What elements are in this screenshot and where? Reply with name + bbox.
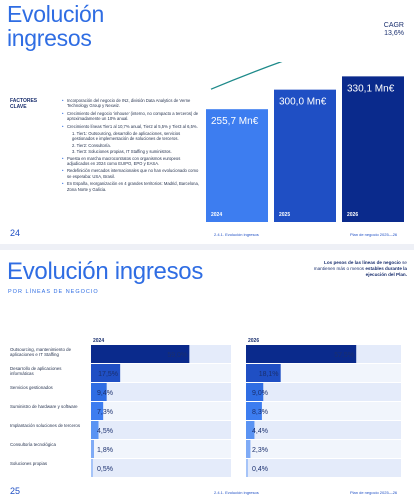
cagr-arrow	[210, 62, 283, 90]
revenue-bar	[342, 76, 404, 222]
category-label: Desarrollo de aplicaciones informáticas	[10, 366, 62, 377]
footer-section: 2.4.1. Evolución ingresos	[214, 232, 259, 237]
share-value-label: 59,0%	[167, 352, 187, 359]
slide-evolucion-ingresos: Evolución ingresos FACTORES CLAVE Incorp…	[0, 0, 414, 244]
slide-evolucion-lineas: Evolución ingresos POR LÍNEAS DE NEGOCIO…	[0, 250, 414, 500]
share-bar	[246, 459, 248, 477]
row-band	[246, 402, 401, 420]
row-band	[91, 383, 231, 401]
year-label: 2024	[211, 212, 222, 218]
category-label: Consultoría tecnológica	[10, 442, 56, 447]
share-bar	[91, 345, 190, 363]
share-value-label: 4,4%	[252, 428, 268, 435]
row-band	[91, 402, 231, 420]
revenue-bar	[274, 89, 336, 222]
category-label: Soluciones propias	[10, 461, 48, 466]
slide-subtitle: POR LÍNEAS DE NEGOCIO	[8, 289, 99, 295]
category-label: Servicios gestionados	[10, 385, 53, 390]
share-value-label: 1,8%	[97, 447, 113, 454]
title-line-1: Evolución	[7, 1, 105, 27]
footer-plan: Plan de negocio 2025—26	[350, 490, 398, 495]
title-line-2: ingresos	[7, 25, 92, 51]
share-bar	[246, 440, 251, 458]
share-value-label: 57,5%	[334, 352, 354, 359]
factors-label-line-1: FACTORES	[10, 98, 38, 104]
bullet-item: En España, reorganización en 4 grandes t…	[62, 181, 200, 192]
share-value-label: 0,5%	[97, 466, 113, 473]
bullet-item: Crecimiento del negocio ‘inhouse’ (inter…	[62, 111, 200, 122]
share-value-label: 9,0%	[252, 390, 268, 397]
revenue-bar	[206, 109, 268, 222]
factors-label-line-2: CLAVE	[10, 104, 27, 110]
bullet-item: Crecimiento líneas Tier1 al 10,7% anual,…	[62, 124, 200, 130]
footer-plan: Plan de negocio 2025—26	[350, 232, 398, 237]
share-bar	[246, 364, 281, 382]
share-bar	[91, 383, 107, 401]
revenue-bar-chart: 255,7 Mn€ 2024 300,0 Mn€ 2025 330,1 Mn€ 2026	[206, 62, 404, 222]
tier-item: 1. Tier1: Outsourcing, desarrollo de apl…	[72, 131, 181, 142]
slide-title: Evolución ingresos	[7, 2, 104, 50]
slide-note: Los pesos de las líneas de negocio se ma…	[305, 260, 407, 279]
row-band	[246, 459, 401, 477]
share-bar	[91, 440, 94, 458]
bullet-item: Puesta en marcha macrocontratos con orga…	[62, 156, 200, 167]
bullet-item: Incorporación del negocio de IN2, divisi…	[62, 98, 200, 109]
row-band	[246, 383, 401, 401]
share-bar	[91, 402, 104, 420]
year-label: 2025	[279, 212, 290, 218]
row-band	[91, 459, 231, 477]
share-bar	[91, 364, 121, 382]
revenue-value-label: 300,0 Mn€	[279, 97, 327, 108]
share-bar	[246, 421, 255, 439]
share-bar	[246, 402, 262, 420]
page-number: 25	[10, 486, 21, 496]
cagr-value: 13,6%	[384, 30, 404, 37]
note-bold-1: Los pesos de las líneas de negocio	[324, 260, 401, 265]
cagr-label: CAGR	[383, 22, 404, 29]
share-bar	[246, 383, 264, 401]
share-value-label: 7,3%	[97, 409, 113, 416]
row-band	[246, 364, 401, 382]
share-bar	[246, 345, 357, 363]
cagr-annotation: CAGR 13,6%	[384, 22, 404, 38]
key-factors-list: Incorporación del negocio de IN2, divisi…	[62, 98, 200, 194]
row-band	[246, 440, 401, 458]
footer-section: 2.4.1. Evolución ingresos	[214, 490, 259, 495]
slide-title: Evolución ingresos	[7, 258, 204, 285]
page-number: 24	[10, 228, 21, 238]
share-value-label: 17,5%	[98, 371, 118, 378]
note-text: se mantienen más o menos	[313, 260, 407, 272]
share-value-label: 2,3%	[252, 447, 268, 454]
share-value-label: 18,1%	[259, 371, 279, 378]
share-value-label: 8,3%	[252, 409, 268, 416]
bullet-item: Redefinición mercados internacionales qu…	[62, 168, 200, 179]
share-bar	[91, 459, 93, 477]
row-band	[91, 440, 231, 458]
revenue-value-label: 255,7 Mn€	[211, 116, 259, 127]
row-band	[91, 364, 231, 382]
tier-item: 2. Tier2: Consultoría.	[72, 142, 111, 148]
row-band	[246, 421, 401, 439]
series-year-label: 2024	[93, 338, 104, 344]
business-lines-chart: 2024 59,0% 17,5% 9,4% 7,3% 4,5% 1,8% 0,5% 2026 57…	[91, 338, 401, 477]
note-bold-2: estables durante la ejecución del Plan.	[365, 266, 407, 278]
category-label: Outsourcing, mantenimiento de aplicacion…	[10, 347, 72, 358]
category-label: Implantación soluciones de terceros	[10, 423, 81, 428]
year-label: 2026	[347, 212, 358, 218]
tier-item: 3. Tier3: Soluciones propias, IT Staffin…	[72, 149, 172, 155]
factors-label: FACTORES CLAVE	[10, 98, 37, 110]
row-band	[91, 421, 231, 439]
category-label: Suministro de hardware y software	[10, 404, 78, 409]
series-year-label: 2026	[248, 338, 259, 344]
revenue-value-label: 330,1 Mn€	[347, 83, 395, 94]
share-value-label: 9,4%	[97, 390, 113, 397]
share-bar	[91, 421, 99, 439]
share-value-label: 4,5%	[97, 428, 113, 435]
share-value-label: 0,4%	[252, 466, 268, 473]
